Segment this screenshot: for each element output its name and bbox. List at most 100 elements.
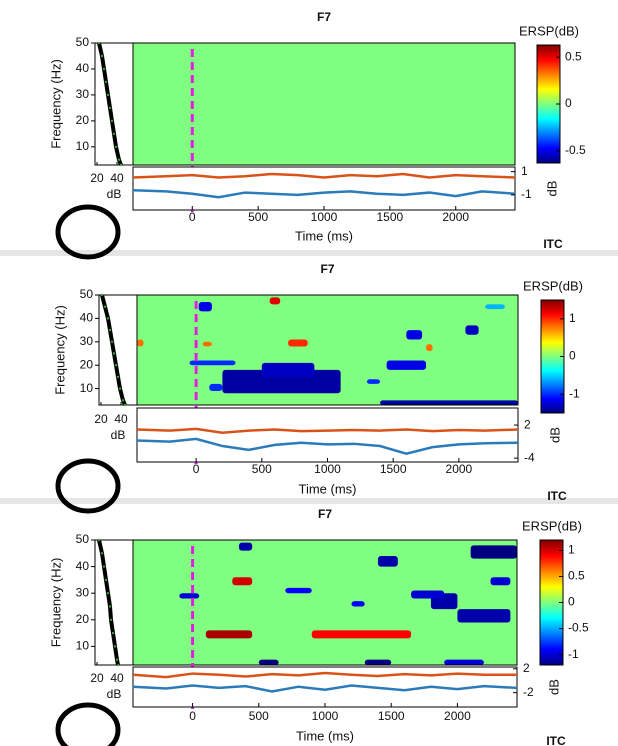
x-tick-label: 2000 <box>444 709 471 723</box>
spectrum-dot <box>116 375 120 379</box>
colorbar-title: ERSP(dB) <box>523 278 583 293</box>
spectrum-dot <box>102 67 106 71</box>
x-tick-label: 1500 <box>377 210 404 224</box>
heatmap-background <box>133 540 517 665</box>
y-tick-label: 30 <box>76 87 90 101</box>
spectrum-dot <box>110 119 114 123</box>
ersp-cell <box>288 339 308 347</box>
margin-frame <box>136 407 519 463</box>
x-tick-label: 1000 <box>314 462 341 476</box>
spectrum-dot <box>108 328 112 332</box>
margin-line <box>132 172 516 179</box>
itc-label: ITC <box>547 489 567 503</box>
y-tick-label: 20 <box>80 357 94 371</box>
colorbar-tick-label: 1 <box>569 311 576 325</box>
x-tick-label: 500 <box>252 462 272 476</box>
spectrum-tick-label: 40 <box>110 171 124 185</box>
x-tick-label: 500 <box>248 210 268 224</box>
spectrum-dot <box>108 605 112 608</box>
panel-title: F7 <box>320 262 334 276</box>
colorbar-tick-label: 0.5 <box>568 569 585 583</box>
spectrum-xlabel: dB <box>111 428 126 442</box>
head-outline <box>55 204 121 260</box>
margin-frame <box>132 166 516 211</box>
ersp-cell <box>137 339 144 347</box>
panel-title: F7 <box>318 507 332 521</box>
spectrum-dot <box>117 158 121 162</box>
spectrum-dot <box>111 631 115 635</box>
ersp-cell <box>202 341 212 347</box>
spectrum-dot <box>108 106 112 110</box>
spectrum-dot <box>102 565 106 568</box>
ersp-cell <box>490 577 511 586</box>
ersp-cell <box>470 545 517 559</box>
ersp-cell <box>411 590 445 599</box>
colorbar-tick-label: -1 <box>568 647 579 661</box>
spectrum-dot <box>112 352 116 355</box>
margin-line <box>132 684 518 693</box>
colorbar-title: ERSP(dB) <box>519 23 579 38</box>
ersp-cell <box>444 659 484 665</box>
margin-y-label: dB <box>547 427 562 443</box>
separator <box>0 498 618 504</box>
spectrum-dot <box>123 403 127 407</box>
colorbar-tick-label: -0.5 <box>568 621 589 635</box>
spectrum-tick-label: 20 <box>94 412 108 426</box>
x-tick-label: 1500 <box>378 709 405 723</box>
head-outline <box>55 702 121 746</box>
spectrum-dot <box>115 658 119 661</box>
itc-label: ITC <box>546 734 566 746</box>
spectrum-dot <box>97 41 101 45</box>
ersp-cell <box>189 360 236 366</box>
ersp-cell <box>386 360 427 370</box>
margin-line <box>132 188 516 199</box>
ersp-cell <box>457 609 511 623</box>
y-tick-label: 30 <box>76 585 90 599</box>
spectrum-dot <box>100 552 104 555</box>
spectrum-dot <box>97 538 101 542</box>
x-tick-label: 500 <box>249 709 269 723</box>
y-tick-label: 40 <box>76 559 90 573</box>
x-axis-label: Time (ms) <box>295 228 353 243</box>
spectrum-dot <box>110 340 114 344</box>
colorbar-title: ERSP(dB) <box>522 518 582 533</box>
colorbar-tick-label: -0.5 <box>565 143 586 157</box>
margin-line <box>132 671 517 679</box>
ersp-cell <box>205 630 253 639</box>
colorbar-tick-label: 0 <box>568 595 575 609</box>
margin-line <box>136 437 519 456</box>
ersp-cell <box>380 400 518 405</box>
y-tick-label: 10 <box>76 639 90 653</box>
ersp-cell <box>406 330 423 340</box>
margin-y-tick-label: 2 <box>524 417 531 431</box>
colorbar-tick-label: 0.5 <box>565 49 582 63</box>
ersp-cell <box>198 302 212 312</box>
head-outline <box>55 458 121 514</box>
colorbar-tick-label: 1 <box>568 543 575 557</box>
y-tick-label: 20 <box>76 612 90 626</box>
ersp-cell <box>465 325 479 335</box>
y-tick-label: 30 <box>80 334 94 348</box>
x-tick-label: 0 <box>189 210 196 224</box>
separator <box>0 250 618 256</box>
spectrum-dot <box>112 132 116 136</box>
x-tick-label: 1500 <box>380 462 407 476</box>
y-tick-label: 10 <box>76 139 90 153</box>
spectrum-dot <box>113 645 117 648</box>
spectrum-tick-label: 40 <box>110 671 124 685</box>
y-tick-label: 50 <box>76 35 90 49</box>
x-tick-label: 1000 <box>312 709 339 723</box>
ersp-cell <box>269 297 281 305</box>
ersp-cell <box>351 601 365 607</box>
y-tick-label: 10 <box>80 381 94 395</box>
y-axis-label: Frequency (Hz) <box>48 558 63 648</box>
ersp-cell <box>209 383 223 391</box>
y-tick-label: 50 <box>80 287 94 301</box>
x-axis-label: Time (ms) <box>296 728 354 743</box>
margin-y-tick-label: -2 <box>523 685 534 699</box>
spectrum-tick-label: 20 <box>90 171 104 185</box>
x-tick-label: 2000 <box>446 462 473 476</box>
itc-label: ITC <box>543 237 563 251</box>
spectrum-dot <box>106 591 110 595</box>
